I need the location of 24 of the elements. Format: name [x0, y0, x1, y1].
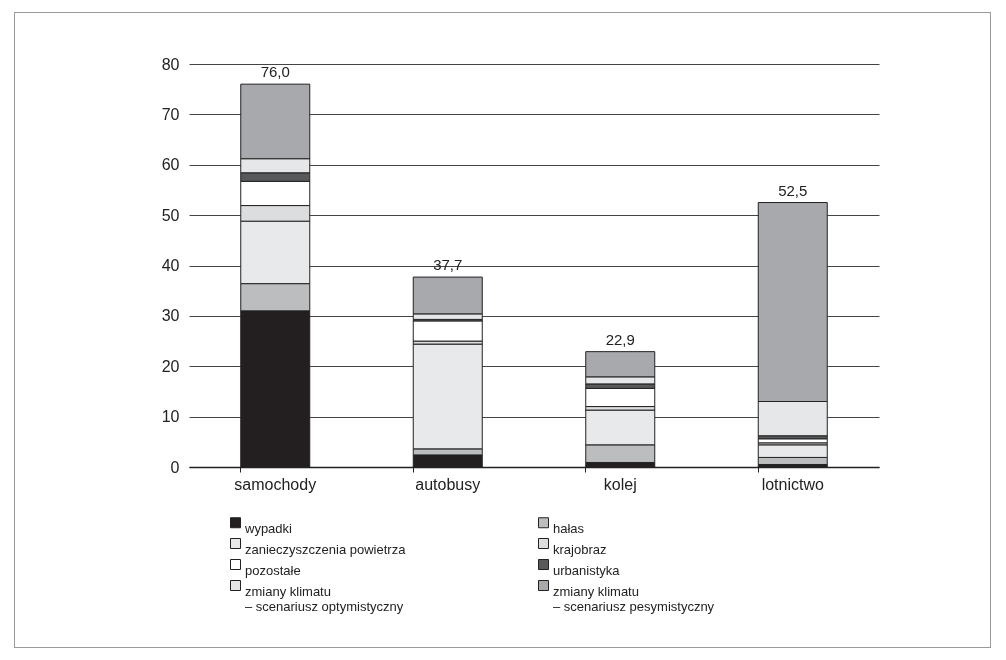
legend-label: hałas: [553, 520, 585, 536]
x-tick-label: samochody: [234, 475, 317, 493]
legend-label: wypadki: [244, 520, 293, 536]
y-tick-label: 20: [161, 357, 180, 375]
y-tick-label: 60: [161, 156, 180, 174]
total-label: 76,0: [260, 63, 290, 81]
x-tick-label: autobusy: [415, 475, 481, 493]
legend-label: krajobraz: [553, 541, 607, 557]
y-tick-label: 30: [161, 307, 180, 325]
total-label: 22,9: [605, 330, 635, 348]
x-tick-label: lotnictwo: [761, 475, 824, 493]
legend-label: pozostałe: [245, 562, 301, 578]
y-tick-label: 80: [161, 55, 180, 73]
y-tick-label: 40: [161, 257, 180, 274]
legend-label: urbanistyka: [553, 562, 621, 578]
y-tick-label: 50: [161, 206, 180, 224]
legend-label: zanieczyszczenia powietrza: [245, 541, 407, 557]
x-tick-label: kolej: [603, 475, 637, 493]
y-tick-label: 70: [161, 105, 180, 123]
y-tick-label: 10: [161, 408, 180, 426]
legend-label: zmiany klimatu – scenariusz optymistyczny: [245, 583, 404, 614]
y-tick-label: 0: [170, 458, 180, 476]
total-label: 52,5: [778, 181, 808, 199]
legend-label: zmiany klimatu – scenariusz pesymistyczny: [553, 583, 715, 614]
